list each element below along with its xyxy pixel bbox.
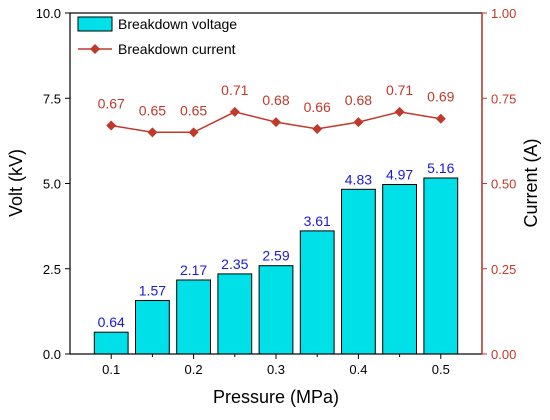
current-marker bbox=[188, 127, 199, 138]
bar-value-label: 2.17 bbox=[180, 262, 207, 278]
current-marker bbox=[229, 106, 240, 117]
x-tick-label: 0.2 bbox=[185, 362, 203, 377]
y-axis-right-title: Current (A) bbox=[521, 138, 541, 227]
bar-voltage bbox=[382, 184, 418, 355]
bar-value-label: 4.97 bbox=[386, 167, 413, 183]
current-value-label: 0.65 bbox=[139, 102, 166, 118]
current-value-label: 0.67 bbox=[98, 96, 125, 112]
y-right-tick-label: 1.00 bbox=[491, 6, 516, 21]
current-marker bbox=[147, 127, 158, 138]
bar-value-label: 2.35 bbox=[221, 256, 248, 272]
x-tick-label: 0.1 bbox=[102, 362, 120, 377]
current-marker bbox=[394, 106, 405, 117]
bar-voltage bbox=[341, 188, 376, 355]
legend-label-voltage: Breakdown voltage bbox=[118, 16, 237, 32]
current-value-label: 0.65 bbox=[180, 102, 207, 118]
y-left-tick-label: 7.5 bbox=[43, 91, 61, 106]
bar-voltage bbox=[299, 230, 335, 355]
current-marker bbox=[106, 120, 117, 131]
y-left-tick-label: 10.0 bbox=[36, 6, 61, 21]
y-left-tick-label: 0.0 bbox=[43, 347, 61, 362]
y-left-tick-label: 5.0 bbox=[43, 177, 61, 192]
y-right-tick-label: 0.50 bbox=[491, 177, 516, 192]
legend: Breakdown voltage Breakdown current bbox=[77, 16, 237, 57]
bars-layer bbox=[93, 177, 459, 355]
labels-layer: 0.64 1.57 2.17 2.35 2.59 3.61 4.83 4.97 5.16 0.67… bbox=[98, 82, 455, 330]
current-value-label: 0.66 bbox=[304, 99, 331, 115]
bar-voltage bbox=[423, 177, 459, 355]
bar-value-label: 3.61 bbox=[304, 213, 331, 229]
bar-voltage bbox=[176, 279, 211, 355]
current-marker bbox=[271, 117, 281, 128]
current-value-label: 0.69 bbox=[427, 89, 454, 105]
line-layer bbox=[106, 106, 446, 138]
y-right-tick-label: 0.25 bbox=[491, 262, 516, 277]
bar-value-label: 2.59 bbox=[262, 248, 289, 264]
current-marker bbox=[353, 117, 364, 128]
x-tick-label: 0.3 bbox=[267, 362, 285, 377]
bar-voltage bbox=[135, 300, 170, 355]
bar-value-label: 0.64 bbox=[98, 314, 125, 330]
x-tick-label: 0.4 bbox=[349, 362, 367, 377]
bar-value-label: 4.83 bbox=[345, 171, 372, 187]
x-tick-label: 0.5 bbox=[432, 362, 450, 377]
current-marker bbox=[312, 123, 323, 134]
y-right-tick-label: 0.75 bbox=[491, 91, 516, 106]
current-value-label: 0.71 bbox=[386, 82, 413, 98]
legend-swatch-bar bbox=[77, 16, 113, 32]
bar-voltage bbox=[217, 273, 253, 355]
y-left-tick-label: 2.5 bbox=[43, 262, 61, 277]
current-marker bbox=[435, 113, 446, 124]
current-value-label: 0.71 bbox=[221, 82, 248, 98]
ticks-layer: 0.1 0.2 0.3 0.4 0.5 0.0 2.5 5.0 7.5 10.0 0.00 0.25 0… bbox=[36, 6, 517, 377]
legend-swatch-diamond bbox=[90, 44, 100, 54]
current-value-label: 0.68 bbox=[262, 92, 289, 108]
y-axis-left-title: Volt (kV) bbox=[6, 149, 26, 217]
current-value-label: 0.68 bbox=[345, 92, 372, 108]
bar-voltage bbox=[258, 265, 294, 355]
x-axis-title: Pressure (MPa) bbox=[213, 387, 339, 407]
bar-value-label: 1.57 bbox=[139, 283, 166, 299]
bar-value-label: 5.16 bbox=[427, 160, 454, 176]
y-right-tick-label: 0.00 bbox=[491, 347, 516, 362]
bar-voltage bbox=[93, 331, 129, 355]
legend-label-current: Breakdown current bbox=[118, 41, 236, 57]
